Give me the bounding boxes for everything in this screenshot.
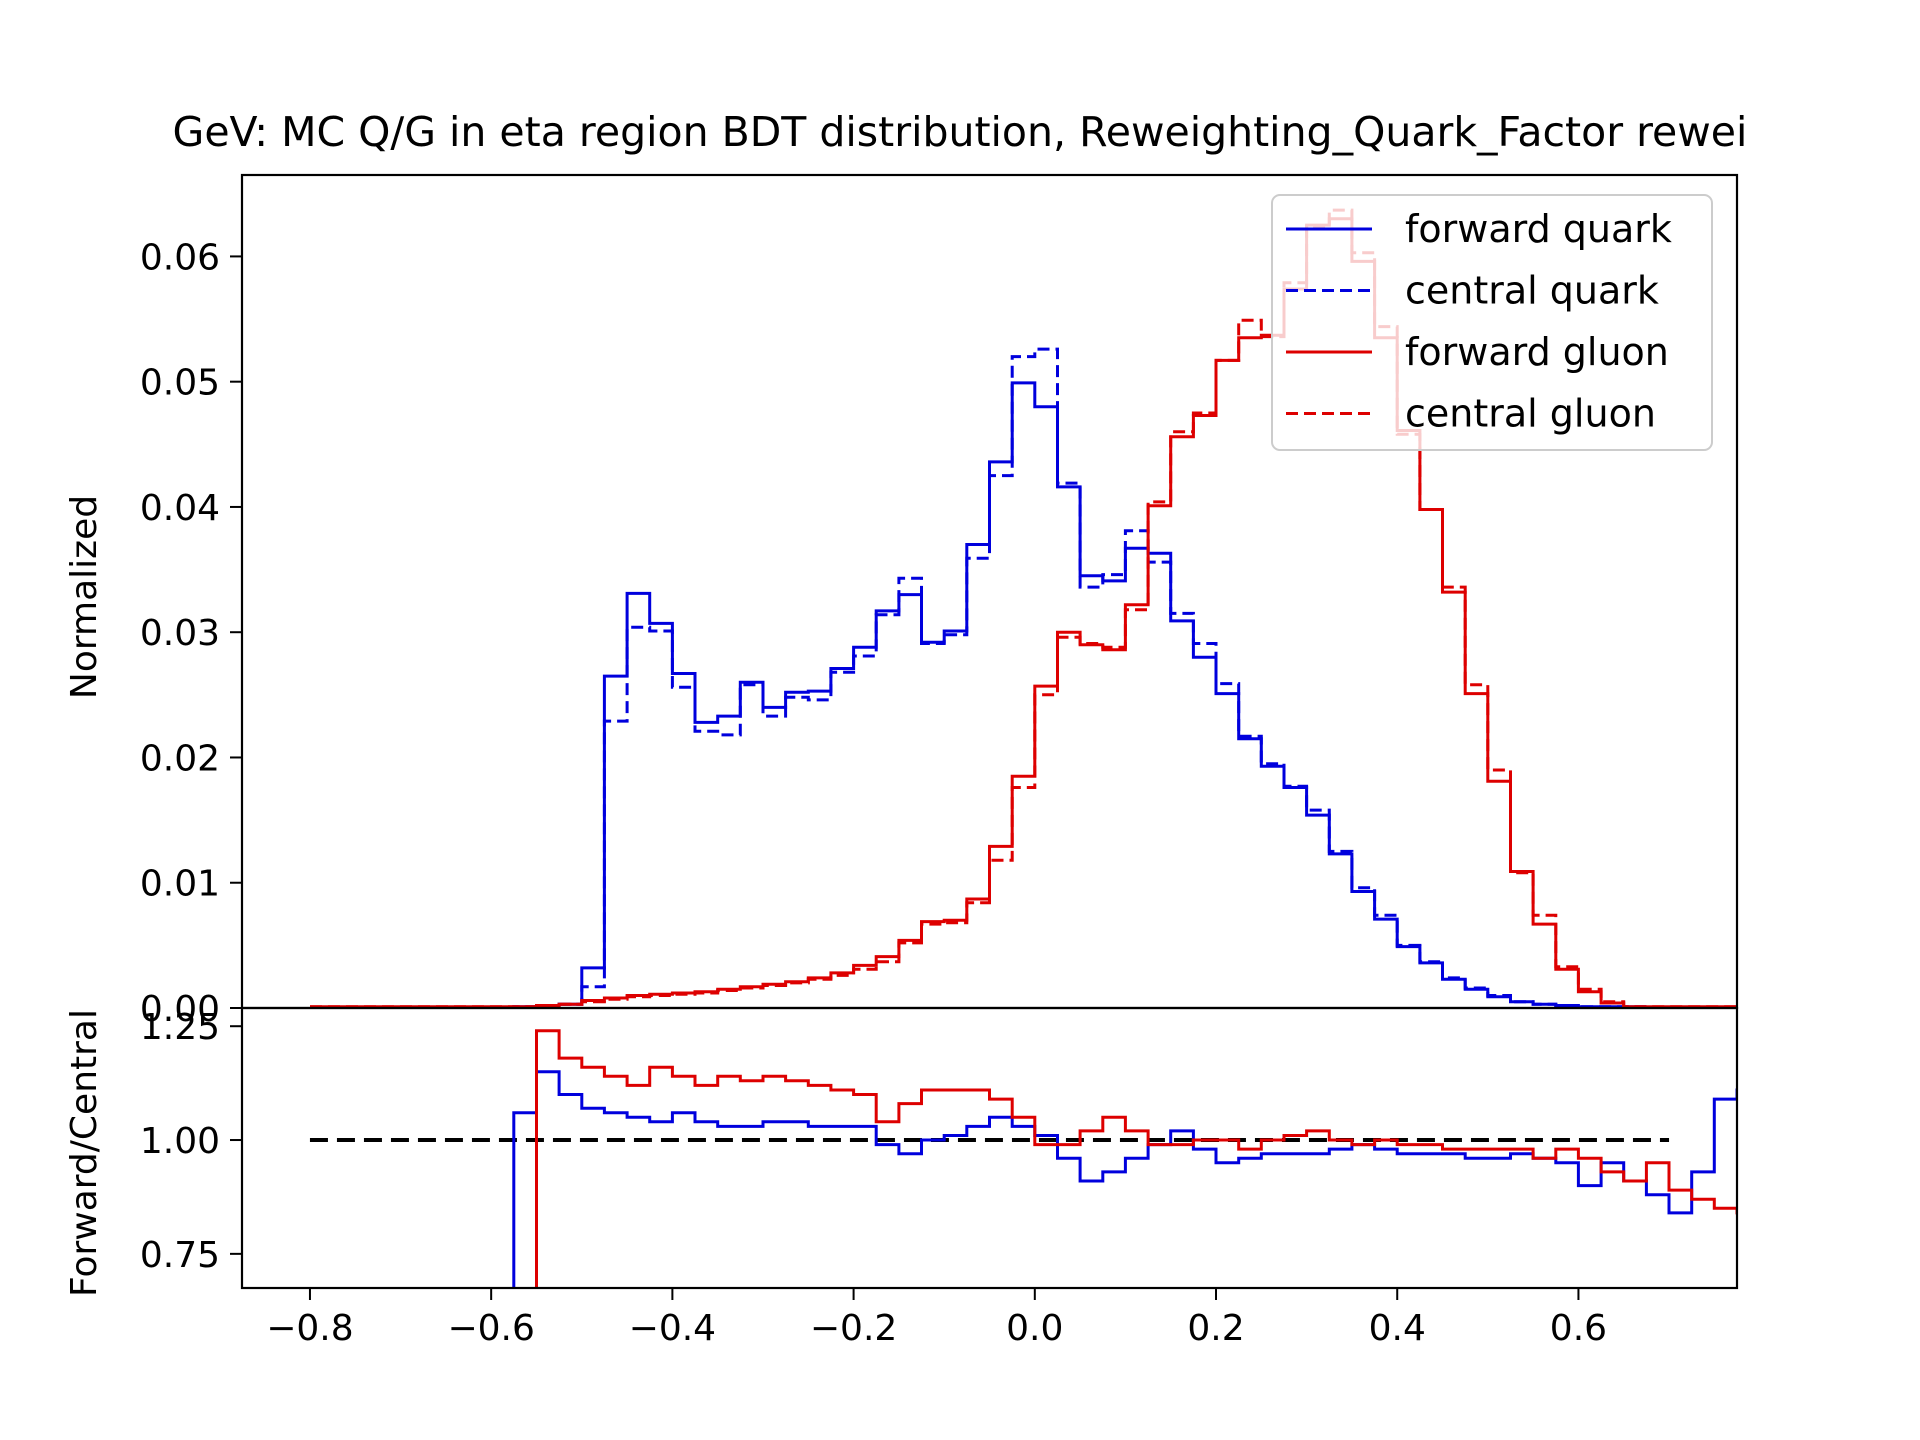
bottom-y-tick-label: 0.75 bbox=[140, 1235, 220, 1276]
series-line-forward-quark bbox=[310, 381, 1647, 1008]
series-line-central-gluon bbox=[310, 208, 1737, 1008]
legend-label: central quark bbox=[1405, 269, 1659, 313]
bottom-y-tick-label: 1.00 bbox=[140, 1121, 220, 1162]
top-y-tick-label: 0.00 bbox=[140, 989, 220, 1030]
x-tick-label: 0.2 bbox=[1187, 1308, 1244, 1349]
x-tick-label: −0.4 bbox=[629, 1308, 716, 1349]
ratio-plot-frame bbox=[240, 1006, 1739, 1290]
bottom-y-tick-label: 1.25 bbox=[140, 1007, 220, 1048]
ratio-line-quark-ratio bbox=[512, 1070, 1737, 1288]
x-tick-label: −0.2 bbox=[810, 1308, 897, 1349]
chart-title: GeV: MC Q/G in eta region BDT distributi… bbox=[173, 108, 1748, 156]
top-y-tick-label: 0.02 bbox=[140, 738, 220, 779]
bottom-y-axis-label: Forward/Central bbox=[64, 1009, 105, 1297]
x-tick-label: 0.0 bbox=[1006, 1308, 1063, 1349]
legend-label: central gluon bbox=[1405, 392, 1656, 436]
legend: forward quark central quark forward gluon c… bbox=[1271, 194, 1713, 451]
x-tick-label: −0.8 bbox=[266, 1308, 353, 1349]
top-y-tick-label: 0.05 bbox=[140, 363, 220, 404]
x-tick-label: 0.6 bbox=[1550, 1308, 1607, 1349]
top-y-axis-label: Normalized bbox=[64, 495, 105, 699]
x-tick-label: 0.4 bbox=[1369, 1308, 1426, 1349]
top-y-tick-label: 0.01 bbox=[140, 864, 220, 905]
top-y-tick-label: 0.03 bbox=[140, 613, 220, 654]
ratio-plot-area: 0.75 1.00 1.25 −0.8 −0.6 −0.4 −0.2 0.0 0.2 0.4 0.6 bbox=[140, 1006, 1739, 1349]
top-plot-area: 0.00 0.01 0.02 0.03 0.04 0.05 0.06 bbox=[140, 173, 1739, 1030]
top-y-tick-label: 0.04 bbox=[140, 488, 220, 529]
legend-box bbox=[1271, 194, 1713, 451]
top-y-tick-label: 0.06 bbox=[140, 237, 220, 278]
legend-label: forward gluon bbox=[1405, 330, 1669, 374]
x-tick-label: −0.6 bbox=[447, 1308, 534, 1349]
ratio-line-gluon-ratio bbox=[535, 1029, 1737, 1288]
legend-label: forward quark bbox=[1405, 207, 1672, 251]
